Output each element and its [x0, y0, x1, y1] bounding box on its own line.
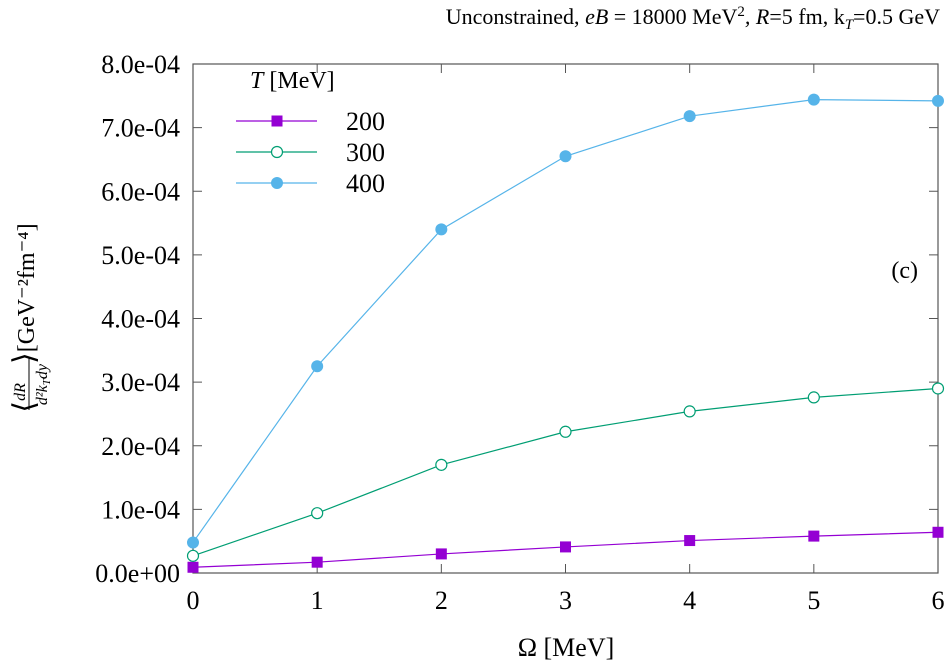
legend-marker-200 — [271, 115, 283, 127]
legend-label-200: 200 — [346, 107, 385, 136]
x-tick-label: 6 — [932, 586, 945, 615]
y-tick-label: 0.0e+00 — [95, 559, 180, 588]
legend-marker-300 — [270, 145, 284, 159]
legend-marker-400 — [271, 177, 283, 189]
data-point-200 — [560, 541, 571, 553]
y-tick-label: 6.0e-04 — [101, 177, 180, 206]
data-point-400 — [932, 94, 944, 107]
data-point-300 — [807, 391, 820, 404]
data-point-200 — [311, 556, 323, 568]
data-point-200 — [932, 526, 944, 538]
data-point-400 — [807, 93, 820, 106]
chart-title: Unconstrained, eB = 18000 MeV2, R=5 fm, … — [446, 4, 940, 33]
x-tick-label: 0 — [187, 586, 200, 615]
data-point-300 — [931, 382, 945, 395]
data-point-400 — [435, 223, 448, 236]
y-tick-label: 5.0e-04 — [101, 241, 180, 270]
data-point-200 — [684, 535, 696, 547]
data-point-200 — [435, 548, 447, 560]
data-point-400 — [187, 536, 199, 549]
y-axis-label: ⟨dR d²kTdy⟩[GeV⁻²fm⁻⁴] — [8, 223, 53, 412]
y-tick-label: 2.0e-04 — [101, 432, 180, 461]
data-point-400 — [559, 150, 572, 163]
data-point-300 — [559, 425, 572, 438]
data-point-300 — [683, 405, 696, 418]
series-line-300 — [192, 387, 939, 557]
y-tick-label: 1.0e-04 — [101, 495, 180, 524]
data-point-400 — [683, 110, 696, 123]
data-point-200 — [808, 530, 820, 542]
x-tick-label: 5 — [807, 586, 820, 615]
y-tick-label: 7.0e-04 — [101, 114, 180, 143]
x-tick-label: 4 — [683, 586, 696, 615]
x-tick-label: 3 — [559, 586, 572, 615]
series-line-400 — [192, 99, 939, 543]
legend-label-300: 300 — [346, 138, 385, 167]
y-tick-label: 8.0e-04 — [101, 50, 180, 79]
data-point-300 — [186, 549, 200, 562]
panel-label: (c) — [891, 258, 918, 284]
y-tick-label: 4.0e-04 — [101, 305, 180, 334]
x-tick-label: 2 — [435, 586, 448, 615]
legend-title: T [MeV] — [250, 68, 335, 94]
data-point-300 — [435, 458, 448, 471]
plot-frame — [192, 63, 939, 574]
y-tick-label: 3.0e-04 — [101, 368, 180, 397]
legend-label-400: 400 — [346, 169, 385, 198]
data-point-400 — [311, 360, 324, 373]
x-tick-label: 1 — [311, 586, 324, 615]
data-point-200 — [187, 561, 199, 573]
data-point-300 — [311, 507, 324, 520]
x-axis-label: Ω [MeV] — [518, 633, 615, 662]
